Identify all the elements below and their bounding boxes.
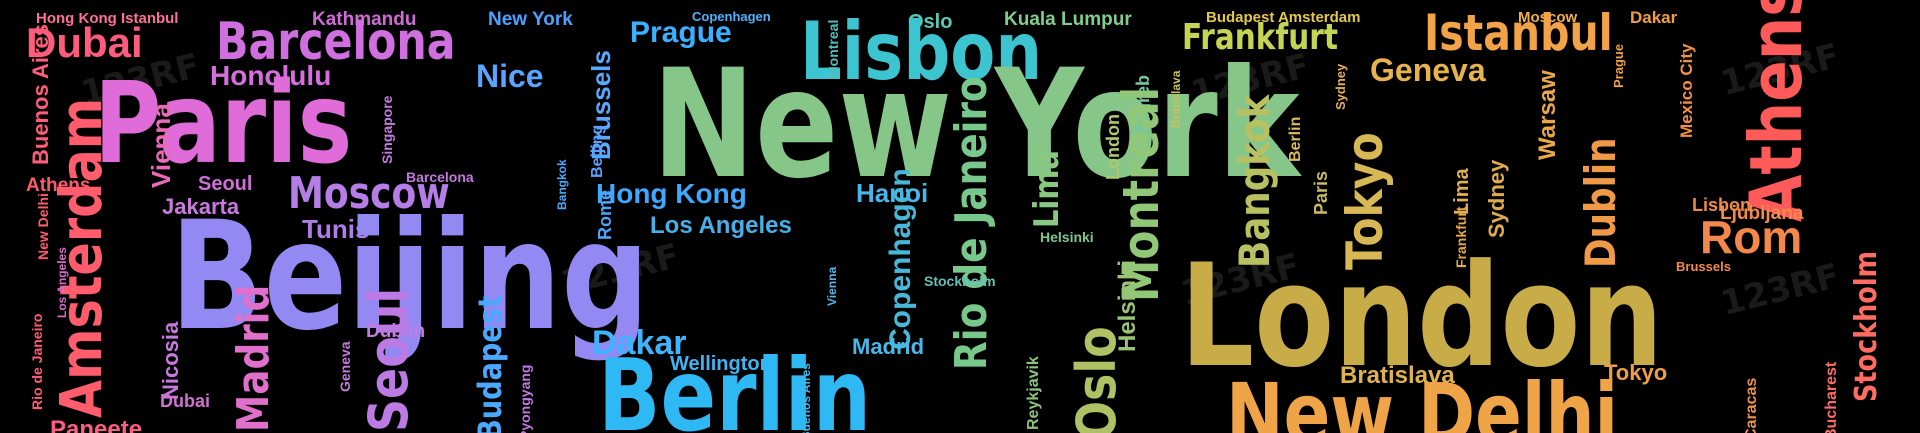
city-london: London bbox=[1180, 234, 1664, 399]
city-new-york: New York bbox=[652, 38, 1300, 212]
watermark: 123RF bbox=[1716, 256, 1844, 324]
city-geneva: Geneva bbox=[1370, 52, 1486, 88]
city-prague: Prague bbox=[630, 16, 732, 49]
city-singapore: Singapore bbox=[379, 95, 395, 164]
city-mexico-city: Mexico City bbox=[1677, 43, 1696, 138]
city-buenos-aires-v: Buenos Aires bbox=[799, 363, 813, 433]
city-vienna-small: Vienna bbox=[825, 266, 839, 306]
city-geneva-v: Geneva bbox=[337, 341, 353, 392]
city-seoul: Seoul bbox=[357, 287, 420, 432]
city-reykjavik: Reykjavik bbox=[1025, 356, 1042, 430]
city-warsaw: Warsaw bbox=[1534, 70, 1561, 160]
city-ljubljana: Ljubljana bbox=[1720, 203, 1804, 224]
city-dublin: Dublin bbox=[366, 321, 426, 342]
city-dakar-top: Dakar bbox=[1630, 8, 1678, 27]
city-sydney-v: Sydney bbox=[1484, 159, 1509, 238]
city-hanoi: Hanoi bbox=[856, 178, 929, 208]
city-wellington: Wellington bbox=[670, 353, 772, 375]
city-oslo-top: Oslo bbox=[908, 11, 953, 33]
city-bucharest: Bucharest bbox=[1823, 361, 1840, 433]
city-nicosia: Nicosia bbox=[158, 321, 183, 400]
city-athens-big: Athens bbox=[1734, 0, 1818, 223]
city-istanbul: Istanbul bbox=[1424, 4, 1613, 62]
city-los-angeles: Los Angeles bbox=[650, 212, 792, 239]
city-tokyo: Tokyo bbox=[1604, 360, 1668, 385]
city-nice: Nice bbox=[476, 58, 544, 94]
city-brussels: Brussels bbox=[1676, 259, 1731, 274]
city-hong-kong-istanbul: Hong Kong Istanbul bbox=[36, 10, 179, 27]
city-budapest: Budapest bbox=[471, 294, 509, 433]
city-caracas: Caracas bbox=[1743, 377, 1760, 433]
city-dakar: Dakar bbox=[592, 324, 687, 362]
city-bratislava-v: Bratislava bbox=[1169, 70, 1183, 128]
city-barcelona-small: Barcelona bbox=[406, 169, 474, 185]
city-beijing: Beijing bbox=[170, 190, 650, 364]
city-berlin-v: Berlin bbox=[1287, 116, 1304, 162]
city-copenhagen-v: Copenhagen bbox=[884, 168, 917, 350]
city-sydney-top: Sydney bbox=[1333, 63, 1348, 110]
city-paris-v: Paris bbox=[1311, 170, 1331, 215]
city-kuala-lumpur: Kuala Lumpur bbox=[1004, 9, 1132, 30]
city-lima: Lima bbox=[1027, 150, 1067, 228]
city-lisbon: Lisbon bbox=[800, 5, 1043, 98]
city-kathmandu: Kathmandu bbox=[312, 9, 417, 30]
city-madrid-small: Madrid bbox=[852, 334, 925, 359]
city-hong-kong: Hong Kong bbox=[596, 178, 747, 209]
city-stockholm-v: Stockholm bbox=[1849, 250, 1884, 402]
city-barcelona: Barcelona bbox=[216, 12, 456, 72]
city-rio-de-janeiro: Rio de Janeiro bbox=[946, 76, 997, 371]
city-los-angeles-v: Los Angeles bbox=[55, 247, 69, 318]
city-oslo: Oslo bbox=[1065, 326, 1128, 433]
city-prague-v: Prague bbox=[1611, 43, 1626, 88]
city-copenhagen-top: Copenhagen bbox=[692, 9, 771, 24]
city-seoul-small: Seoul bbox=[198, 173, 253, 195]
city-dubai: Dubai bbox=[26, 19, 143, 66]
city-honolulu: Honolulu bbox=[210, 60, 332, 91]
city-athens: Athens bbox=[26, 175, 91, 196]
city-rio-de-janeiro-v: Rio de Janeiro bbox=[29, 313, 45, 410]
city-new-york-small: New York bbox=[488, 9, 573, 30]
city-tunis: Tunis bbox=[302, 214, 370, 244]
city-jakarta: Jakarta bbox=[162, 194, 240, 219]
city-bratislava: Bratislava bbox=[1340, 362, 1455, 389]
city-madrid: Madrid bbox=[228, 284, 279, 432]
city-dubai-small: Dubai bbox=[160, 391, 211, 411]
city-moscow-top: Moscow bbox=[1518, 9, 1578, 26]
city-pyongyang: Pyongyang bbox=[517, 364, 533, 433]
city-rom: Rom bbox=[1700, 211, 1803, 263]
city-moscow: Moscow bbox=[288, 168, 450, 219]
city-budapest-amsterdam: Budapest Amsterdam bbox=[1206, 9, 1361, 26]
city-paris: Paris bbox=[94, 59, 353, 189]
city-frankfurt: Frankfurt bbox=[1182, 17, 1338, 58]
city-stockholm-small: Stockholm bbox=[924, 273, 996, 289]
city-berlin: Berlin bbox=[598, 337, 872, 433]
city-lisbon-small: Lisbon bbox=[1692, 195, 1751, 215]
city-helsinki-small: Helsinki bbox=[1040, 229, 1094, 245]
city-vienna: Vienna bbox=[146, 103, 176, 188]
city-paneete: Paneete bbox=[50, 416, 143, 433]
city-beijing-v: Beijing bbox=[589, 124, 606, 178]
city-montreal-v: Montreal bbox=[825, 19, 841, 78]
city-new-delhi: New Delhi bbox=[1226, 365, 1619, 433]
